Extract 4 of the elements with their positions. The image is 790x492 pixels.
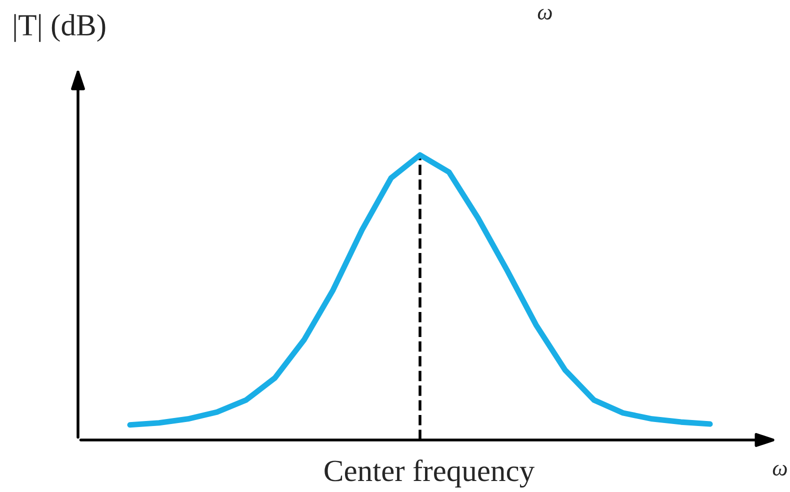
x-axis-title: Center frequency bbox=[324, 459, 534, 488]
text: ω bbox=[538, 8, 552, 20]
text: ω bbox=[772, 464, 787, 476]
y-axis-title: |T| (dB) bbox=[14, 14, 106, 42]
